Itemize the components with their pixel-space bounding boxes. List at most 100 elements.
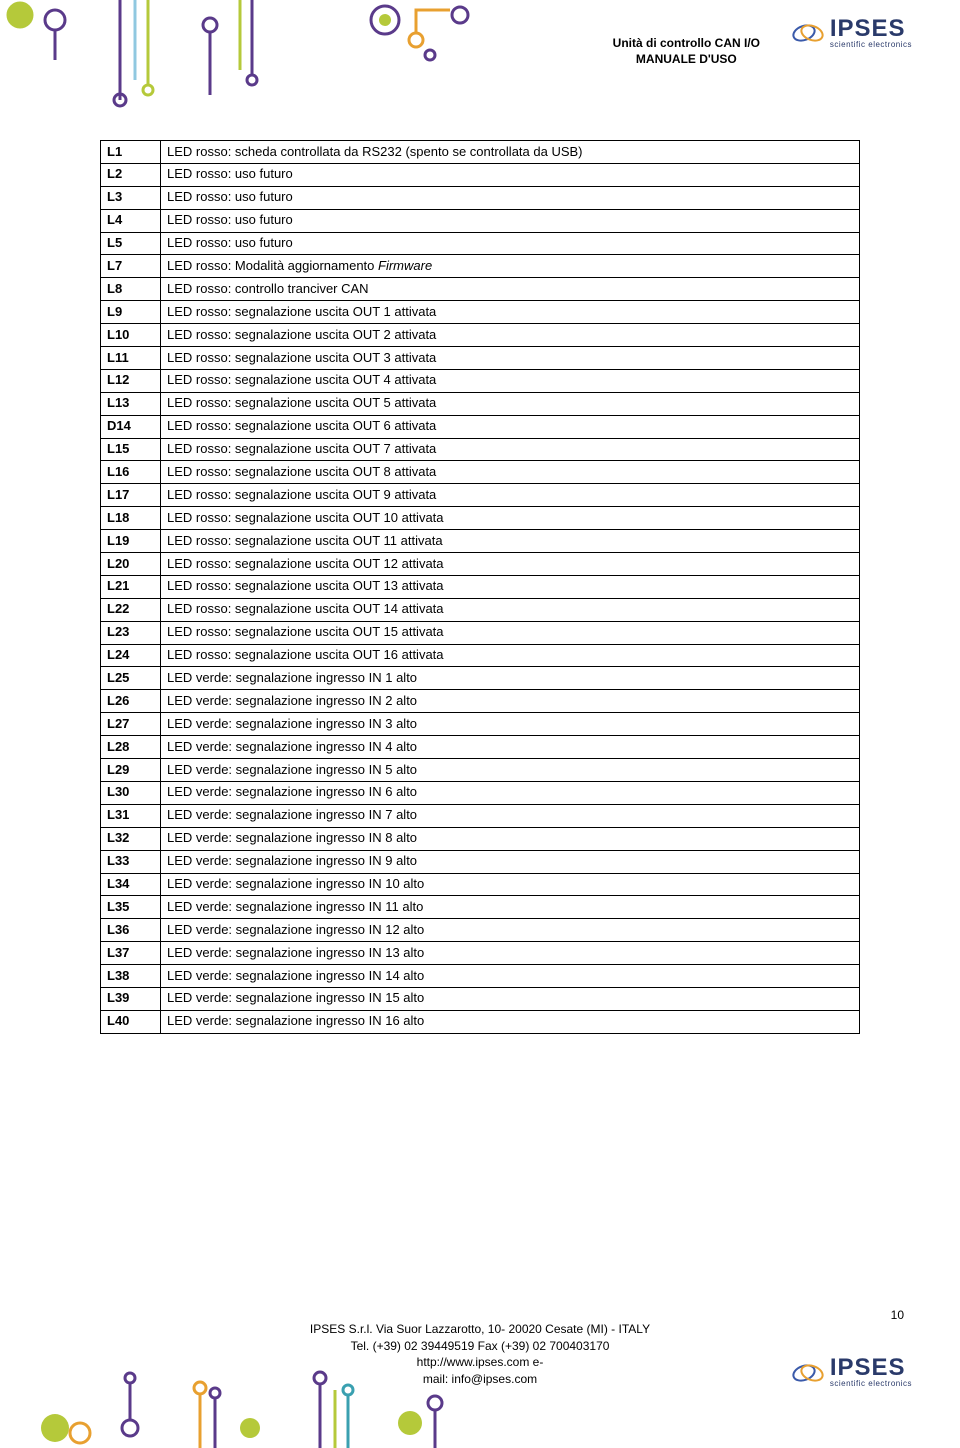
- cell-id: L26: [101, 690, 161, 713]
- cell-description: LED rosso: segnalazione uscita OUT 1 att…: [161, 301, 860, 324]
- cell-id: L17: [101, 484, 161, 507]
- table-row: L12LED rosso: segnalazione uscita OUT 4 …: [101, 369, 860, 392]
- cell-description: LED verde: segnalazione ingresso IN 3 al…: [161, 713, 860, 736]
- cell-id: L4: [101, 209, 161, 232]
- cell-description: LED rosso: segnalazione uscita OUT 11 at…: [161, 530, 860, 553]
- content-area: L1LED rosso: scheda controllata da RS232…: [100, 140, 860, 1034]
- cell-description: LED rosso: segnalazione uscita OUT 16 at…: [161, 644, 860, 667]
- cell-id: L8: [101, 278, 161, 301]
- cell-id: L33: [101, 850, 161, 873]
- table-row: L37LED verde: segnalazione ingresso IN 1…: [101, 942, 860, 965]
- decoration-top: [0, 0, 960, 110]
- logo-mark-icon: [792, 1359, 824, 1387]
- cell-id: L35: [101, 896, 161, 919]
- cell-description: LED verde: segnalazione ingresso IN 12 a…: [161, 919, 860, 942]
- cell-id: L19: [101, 530, 161, 553]
- logo-word: IPSES: [830, 1357, 912, 1379]
- table-row: L25LED verde: segnalazione ingresso IN 1…: [101, 667, 860, 690]
- cell-description: LED verde: segnalazione ingresso IN 13 a…: [161, 942, 860, 965]
- table-row: L24LED rosso: segnalazione uscita OUT 16…: [101, 644, 860, 667]
- cell-description: LED rosso: Modalità aggiornamento Firmwa…: [161, 255, 860, 278]
- table-row: L18LED rosso: segnalazione uscita OUT 10…: [101, 507, 860, 530]
- document-header: Unità di controllo CAN I/O MANUALE D'USO: [613, 36, 760, 67]
- cell-description: LED verde: segnalazione ingresso IN 1 al…: [161, 667, 860, 690]
- cell-description: LED rosso: uso futuro: [161, 186, 860, 209]
- table-row: L3LED rosso: uso futuro: [101, 186, 860, 209]
- cell-description: LED rosso: segnalazione uscita OUT 4 att…: [161, 369, 860, 392]
- table-row: L33LED verde: segnalazione ingresso IN 9…: [101, 850, 860, 873]
- table-row: L16LED rosso: segnalazione uscita OUT 8 …: [101, 461, 860, 484]
- table-row: L19LED rosso: segnalazione uscita OUT 11…: [101, 530, 860, 553]
- table-row: L34LED verde: segnalazione ingresso IN 1…: [101, 873, 860, 896]
- cell-description: LED rosso: segnalazione uscita OUT 7 att…: [161, 438, 860, 461]
- table-row: L21LED rosso: segnalazione uscita OUT 13…: [101, 575, 860, 598]
- footer-line2: Tel. (+39) 02 39449519 Fax (+39) 02 7004…: [0, 1338, 960, 1355]
- cell-id: L39: [101, 987, 161, 1010]
- cell-id: L24: [101, 644, 161, 667]
- table-row: L7LED rosso: Modalità aggiornamento Firm…: [101, 255, 860, 278]
- cell-description: LED rosso: uso futuro: [161, 232, 860, 255]
- cell-id: L1: [101, 141, 161, 164]
- cell-id: L15: [101, 438, 161, 461]
- cell-id: L2: [101, 163, 161, 186]
- logo-mark-icon: [792, 19, 824, 47]
- cell-id: L11: [101, 347, 161, 370]
- cell-id: L29: [101, 759, 161, 782]
- cell-description: LED verde: segnalazione ingresso IN 11 a…: [161, 896, 860, 919]
- table-row: L39LED verde: segnalazione ingresso IN 1…: [101, 987, 860, 1010]
- table-row: L32LED verde: segnalazione ingresso IN 8…: [101, 827, 860, 850]
- cell-id: L10: [101, 324, 161, 347]
- led-table-body: L1LED rosso: scheda controllata da RS232…: [101, 141, 860, 1034]
- cell-id: L27: [101, 713, 161, 736]
- cell-description: LED rosso: controllo tranciver CAN: [161, 278, 860, 301]
- cell-id: L3: [101, 186, 161, 209]
- cell-description: LED rosso: segnalazione uscita OUT 15 at…: [161, 621, 860, 644]
- cell-description: LED rosso: segnalazione uscita OUT 14 at…: [161, 598, 860, 621]
- table-row: L4LED rosso: uso futuro: [101, 209, 860, 232]
- cell-description: LED verde: segnalazione ingresso IN 6 al…: [161, 781, 860, 804]
- cell-id: L31: [101, 804, 161, 827]
- cell-description: LED verde: segnalazione ingresso IN 9 al…: [161, 850, 860, 873]
- cell-description: LED rosso: segnalazione uscita OUT 5 att…: [161, 392, 860, 415]
- cell-id: L36: [101, 919, 161, 942]
- table-row: L11LED rosso: segnalazione uscita OUT 3 …: [101, 347, 860, 370]
- table-row: L20LED rosso: segnalazione uscita OUT 12…: [101, 553, 860, 576]
- table-row: L22LED rosso: segnalazione uscita OUT 14…: [101, 598, 860, 621]
- cell-description: LED rosso: segnalazione uscita OUT 12 at…: [161, 553, 860, 576]
- table-row: L9LED rosso: segnalazione uscita OUT 1 a…: [101, 301, 860, 324]
- table-row: L15LED rosso: segnalazione uscita OUT 7 …: [101, 438, 860, 461]
- table-row: L38LED verde: segnalazione ingresso IN 1…: [101, 965, 860, 988]
- cell-description: LED rosso: scheda controllata da RS232 (…: [161, 141, 860, 164]
- logo-sub: scientific electronics: [830, 40, 912, 49]
- cell-description: LED verde: segnalazione ingresso IN 15 a…: [161, 987, 860, 1010]
- cell-id: L34: [101, 873, 161, 896]
- cell-description: LED rosso: segnalazione uscita OUT 2 att…: [161, 324, 860, 347]
- table-row: L5LED rosso: uso futuro: [101, 232, 860, 255]
- cell-id: L37: [101, 942, 161, 965]
- logo-sub: scientific electronics: [830, 1379, 912, 1388]
- table-row: L31LED verde: segnalazione ingresso IN 7…: [101, 804, 860, 827]
- cell-id: L28: [101, 736, 161, 759]
- cell-description: LED rosso: uso futuro: [161, 163, 860, 186]
- cell-id: L12: [101, 369, 161, 392]
- cell-id: L16: [101, 461, 161, 484]
- cell-description: LED verde: segnalazione ingresso IN 10 a…: [161, 873, 860, 896]
- logo-word: IPSES: [830, 18, 912, 40]
- cell-id: L22: [101, 598, 161, 621]
- logo-bottom: IPSES scientific electronics: [792, 1357, 912, 1388]
- table-row: L36LED verde: segnalazione ingresso IN 1…: [101, 919, 860, 942]
- table-row: L40LED verde: segnalazione ingresso IN 1…: [101, 1010, 860, 1033]
- cell-id: L23: [101, 621, 161, 644]
- table-row: L17LED rosso: segnalazione uscita OUT 9 …: [101, 484, 860, 507]
- cell-description: LED verde: segnalazione ingresso IN 14 a…: [161, 965, 860, 988]
- cell-id: L7: [101, 255, 161, 278]
- cell-id: L13: [101, 392, 161, 415]
- cell-id: L32: [101, 827, 161, 850]
- table-row: L10LED rosso: segnalazione uscita OUT 2 …: [101, 324, 860, 347]
- table-row: L29LED verde: segnalazione ingresso IN 5…: [101, 759, 860, 782]
- cell-description: LED rosso: segnalazione uscita OUT 6 att…: [161, 415, 860, 438]
- cell-description: LED rosso: segnalazione uscita OUT 3 att…: [161, 347, 860, 370]
- cell-id: L25: [101, 667, 161, 690]
- cell-id: L20: [101, 553, 161, 576]
- footer-line1: IPSES S.r.l. Via Suor Lazzarotto, 10- 20…: [0, 1321, 960, 1338]
